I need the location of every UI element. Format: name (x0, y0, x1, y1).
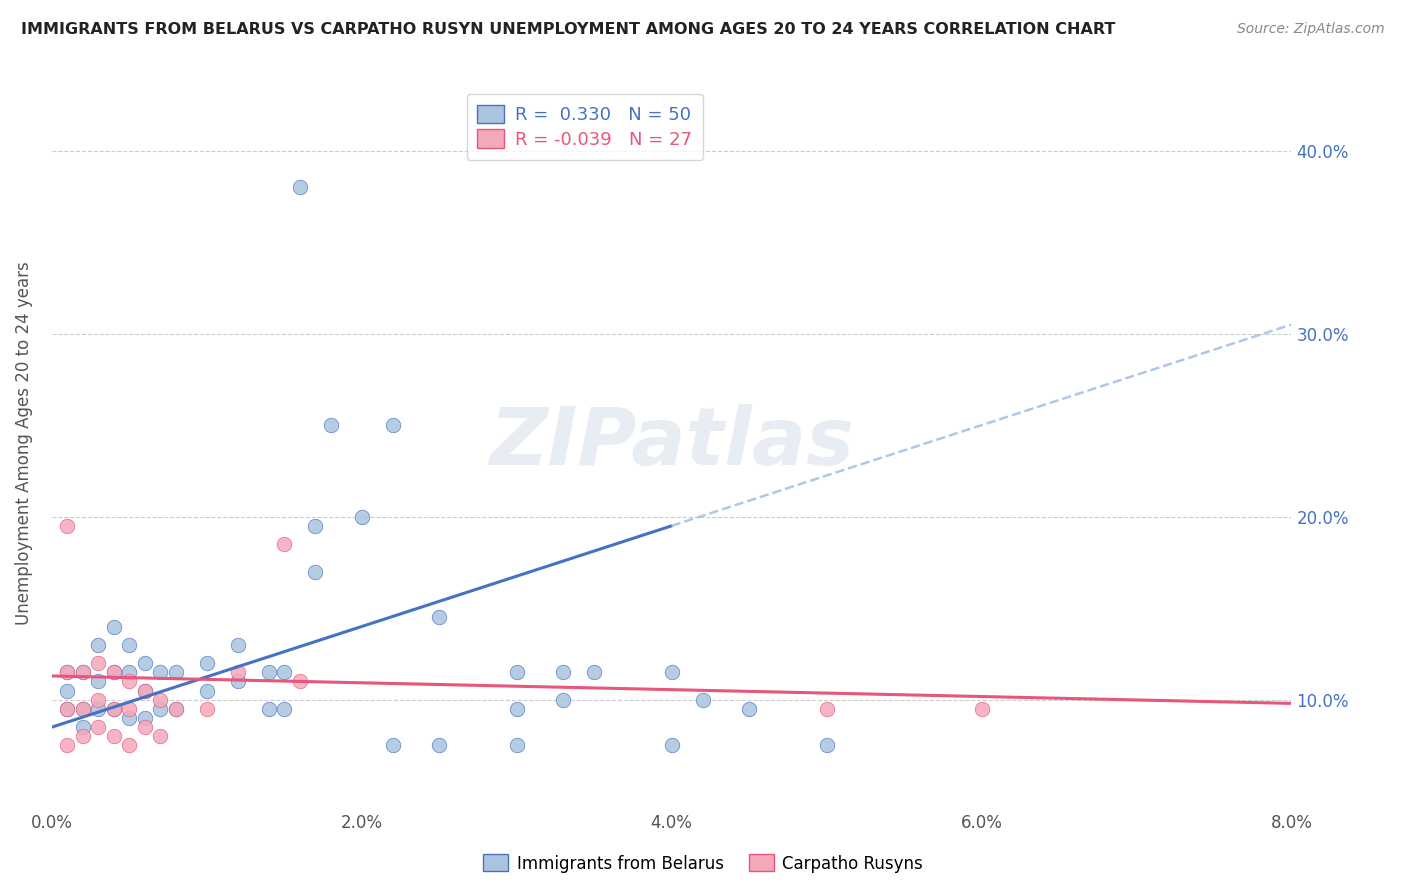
Point (257, 702, 280, 716)
Point (118, 665, 141, 680)
Point (56, 519, 79, 533)
Point (553, 692, 575, 706)
Point (103, 702, 125, 716)
Point (970, 702, 993, 716)
Point (661, 665, 683, 680)
Point (427, 739, 450, 753)
Point (273, 537, 295, 551)
Point (195, 656, 218, 670)
Point (56, 665, 79, 680)
Point (56, 702, 79, 716)
Point (72, 702, 94, 716)
Point (226, 674, 249, 689)
Point (149, 665, 172, 680)
Point (149, 702, 172, 716)
Point (304, 519, 326, 533)
Point (304, 565, 326, 579)
Point (165, 702, 187, 716)
Point (103, 702, 125, 716)
Point (165, 665, 187, 680)
Point (319, 418, 342, 433)
Point (56, 739, 79, 753)
Point (134, 683, 156, 698)
Point (87, 656, 110, 670)
Point (288, 180, 311, 194)
Point (72, 702, 94, 716)
Point (134, 656, 156, 670)
Point (815, 702, 838, 716)
Point (692, 692, 714, 706)
Point (56, 683, 79, 698)
Point (87, 692, 110, 706)
Point (118, 638, 141, 652)
Point (226, 665, 249, 680)
Point (103, 619, 125, 633)
Point (815, 739, 838, 753)
Point (288, 674, 311, 689)
Point (118, 711, 141, 725)
Point (226, 638, 249, 652)
Point (381, 418, 404, 433)
Point (134, 720, 156, 734)
Point (149, 692, 172, 706)
Text: ZIPatlas: ZIPatlas (489, 404, 853, 483)
Point (381, 739, 404, 753)
Point (103, 665, 125, 680)
Point (103, 729, 125, 743)
Point (427, 610, 450, 624)
Point (195, 702, 218, 716)
Point (350, 509, 373, 524)
Point (257, 665, 280, 680)
Text: IMMIGRANTS FROM BELARUS VS CARPATHO RUSYN UNEMPLOYMENT AMONG AGES 20 TO 24 YEARS: IMMIGRANTS FROM BELARUS VS CARPATHO RUSY… (21, 22, 1115, 37)
Point (134, 683, 156, 698)
Point (505, 665, 527, 680)
Point (273, 702, 295, 716)
Point (134, 711, 156, 725)
Legend: Immigrants from Belarus, Carpatho Rusyns: Immigrants from Belarus, Carpatho Rusyns (477, 847, 929, 880)
Point (505, 739, 527, 753)
Point (87, 638, 110, 652)
Point (149, 729, 172, 743)
Point (118, 674, 141, 689)
Point (87, 720, 110, 734)
Legend: R =  0.330   N = 50, R = -0.039   N = 27: R = 0.330 N = 50, R = -0.039 N = 27 (467, 94, 703, 160)
Point (165, 702, 187, 716)
Text: Source: ZipAtlas.com: Source: ZipAtlas.com (1237, 22, 1385, 37)
Point (661, 739, 683, 753)
Point (273, 665, 295, 680)
Point (738, 702, 761, 716)
Point (103, 665, 125, 680)
Point (72, 729, 94, 743)
Point (505, 702, 527, 716)
Point (56, 665, 79, 680)
Point (72, 665, 94, 680)
Point (87, 674, 110, 689)
Point (553, 665, 575, 680)
Point (56, 702, 79, 716)
Point (72, 720, 94, 734)
Point (195, 683, 218, 698)
Y-axis label: Unemployment Among Ages 20 to 24 years: Unemployment Among Ages 20 to 24 years (15, 261, 32, 625)
Point (118, 702, 141, 716)
Point (118, 739, 141, 753)
Point (87, 702, 110, 716)
Point (583, 665, 606, 680)
Point (72, 665, 94, 680)
